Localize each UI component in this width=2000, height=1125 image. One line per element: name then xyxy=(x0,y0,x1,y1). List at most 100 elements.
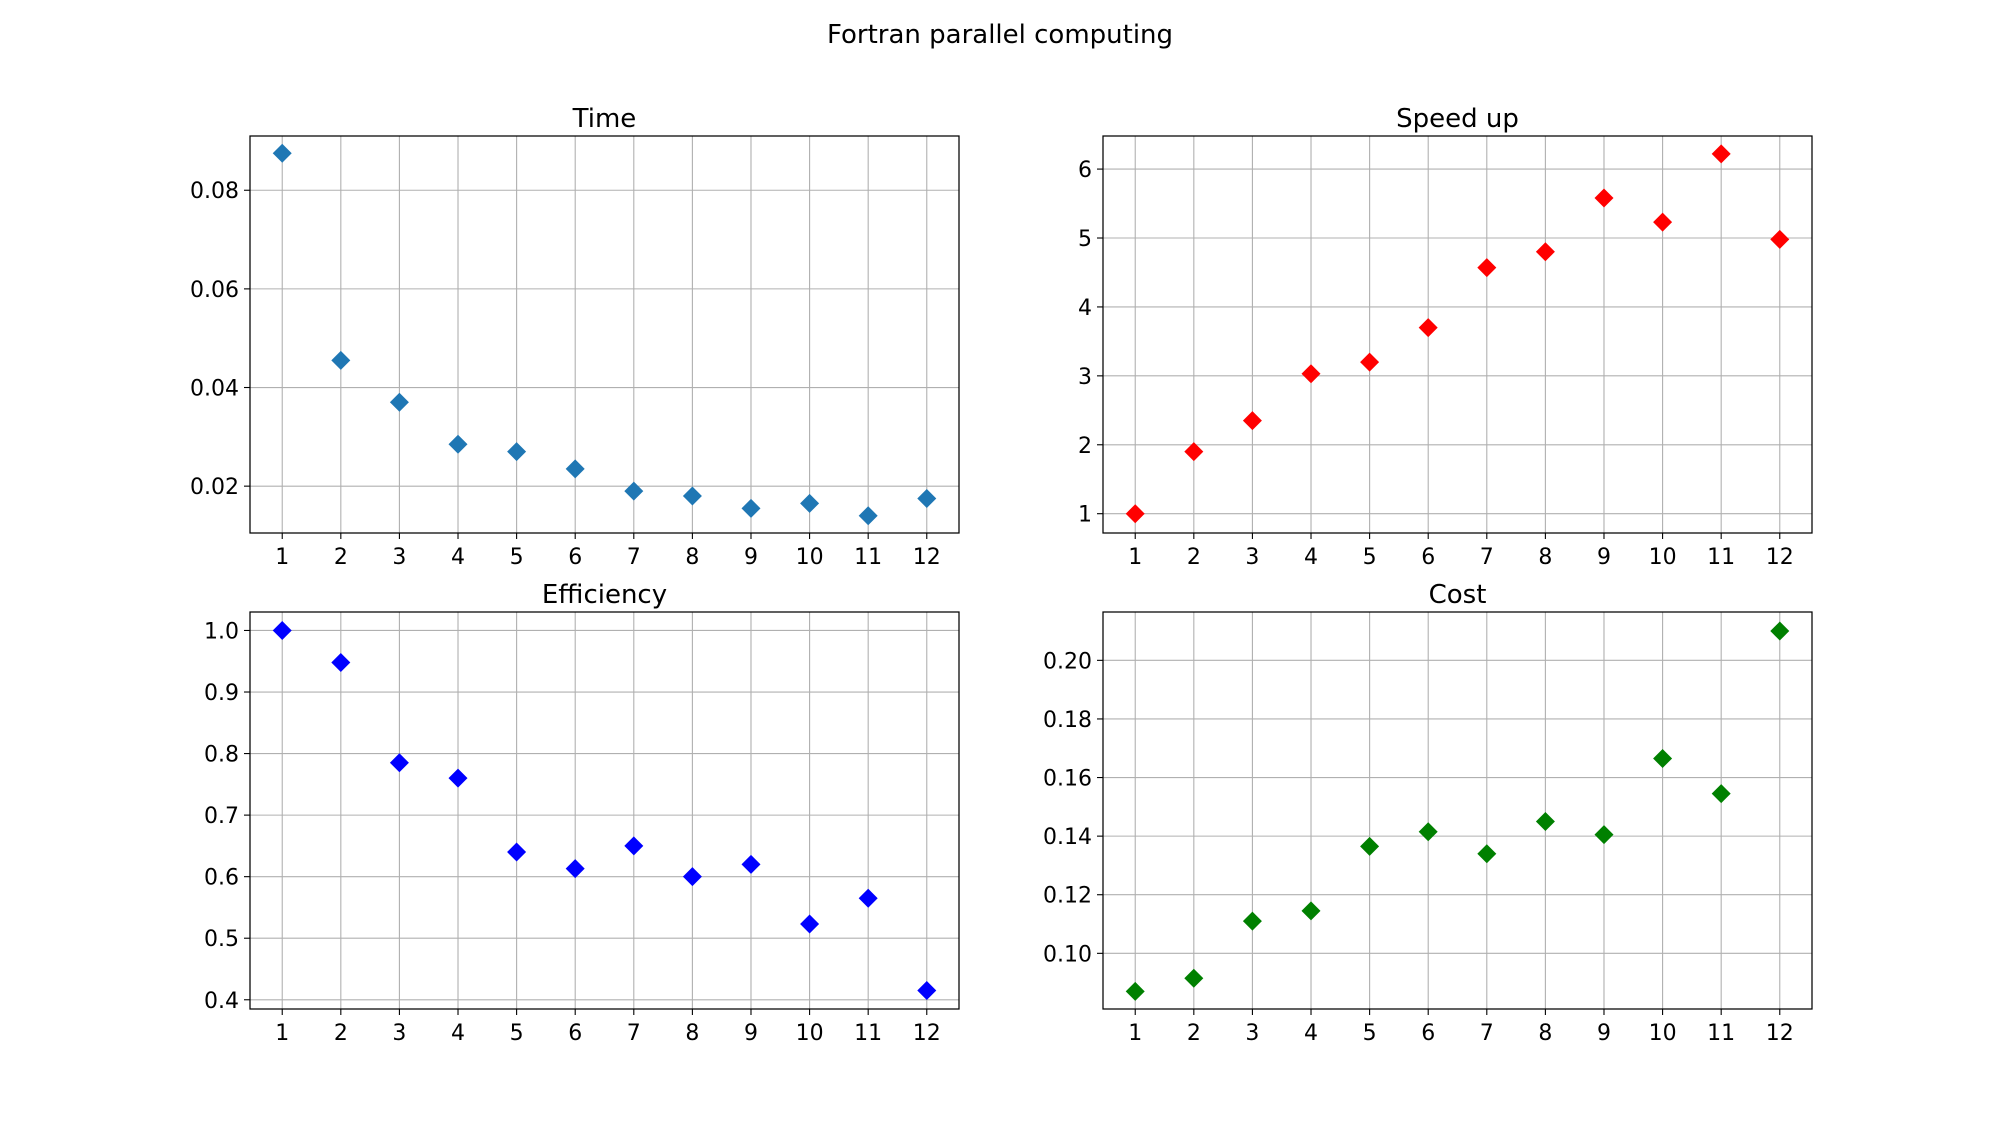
efficiency-data-point xyxy=(331,652,351,672)
cost-y-tick-label: 0.18 xyxy=(1043,708,1092,733)
speed-up-data-point xyxy=(1418,318,1438,338)
subplot-time: 1 2 3 4 5 6 7 8 9 10 11 12 0.020.040.060.08 Time xyxy=(190,104,960,570)
cost-x-ticks: 1 2 3 4 5 6 7 8 9 10 11 12 xyxy=(1128,1009,1794,1046)
cost-y-tick-label: 0.20 xyxy=(1043,649,1092,674)
efficiency-data-point xyxy=(272,620,292,640)
time-y-ticks: 0.02 0.04 0.06 0.08 xyxy=(190,179,250,500)
speed-up-y-tick-label: 3 xyxy=(1078,365,1092,390)
efficiency-x-tick-label: 7 xyxy=(627,1021,641,1046)
time-data-point xyxy=(448,434,468,454)
cost-x-tick-label: 7 xyxy=(1480,1021,1494,1046)
time-y-tick-label: 0.06 xyxy=(190,278,239,303)
cost-data-point xyxy=(1594,825,1614,845)
cost-x-tick-label: 6 xyxy=(1421,1021,1435,1046)
time-axes-frame xyxy=(249,135,960,534)
cost-x-tick-label: 5 xyxy=(1363,1021,1377,1046)
efficiency-y-ticks: 0.4 0.5 0.6 0.7 0.8 0.9 1.0 xyxy=(204,619,250,1014)
efficiency-markers xyxy=(272,620,937,1001)
efficiency-data-point xyxy=(682,867,702,887)
cost-y-tick-label: 0.12 xyxy=(1043,884,1092,909)
time-x-tick-label: 4 xyxy=(451,545,465,570)
cost-data-point xyxy=(1770,621,1790,641)
time-x-tick-label: 10 xyxy=(796,545,824,570)
time-x-tick-label: 3 xyxy=(392,545,406,570)
efficiency-x-tick-label: 11 xyxy=(854,1021,882,1046)
speed-up-data-point xyxy=(1711,144,1731,164)
cost-x-tick-label: 2 xyxy=(1187,1021,1201,1046)
time-x-tick-label: 11 xyxy=(854,545,882,570)
speed-up-y-tick-label: 6 xyxy=(1078,158,1092,183)
cost-data-point xyxy=(1301,901,1321,921)
efficiency-x-tick-label: 9 xyxy=(744,1021,758,1046)
time-x-tick-label: 12 xyxy=(913,545,941,570)
time-data-point xyxy=(272,143,292,163)
speed-up-data-point xyxy=(1477,258,1497,278)
speed-up-x-tick-label: 9 xyxy=(1597,545,1611,570)
cost-data-point xyxy=(1535,811,1555,831)
cost-y-tick-label: 0.16 xyxy=(1043,767,1092,792)
speed-up-x-tick-label: 3 xyxy=(1245,545,1259,570)
speed-up-x-tick-label: 11 xyxy=(1707,545,1735,570)
speed-up-x-tick-label: 1 xyxy=(1128,545,1142,570)
time-data-point xyxy=(624,481,644,501)
cost-data-point xyxy=(1360,836,1380,856)
time-markers xyxy=(272,143,937,526)
efficiency-grid xyxy=(250,612,959,1009)
speed-up-data-point xyxy=(1653,212,1673,232)
efficiency-x-ticks: 1 2 3 4 5 6 7 8 9 10 11 12 xyxy=(275,1009,941,1046)
cost-data-point xyxy=(1477,844,1497,864)
efficiency-y-tick-label: 0.5 xyxy=(204,927,239,952)
speed-up-grid xyxy=(1103,136,1812,533)
cost-y-tick-label: 0.14 xyxy=(1043,825,1092,850)
speed-up-data-point xyxy=(1301,364,1321,384)
cost-x-tick-label: 11 xyxy=(1707,1021,1735,1046)
cost-x-tick-label: 4 xyxy=(1304,1021,1318,1046)
cost-x-tick-label: 1 xyxy=(1128,1021,1142,1046)
time-x-ticks: 1 2 3 4 5 6 7 8 9 10 11 12 xyxy=(275,533,941,570)
time-data-point xyxy=(858,506,878,526)
efficiency-x-tick-label: 10 xyxy=(796,1021,824,1046)
efficiency-data-point xyxy=(507,842,527,862)
efficiency-data-point xyxy=(448,768,468,788)
cost-grid xyxy=(1103,612,1812,1009)
cost-x-tick-label: 8 xyxy=(1538,1021,1552,1046)
efficiency-x-tick-label: 5 xyxy=(510,1021,524,1046)
cost-x-tick-label: 9 xyxy=(1597,1021,1611,1046)
efficiency-data-point xyxy=(389,753,409,773)
speed-up-title: Speed up xyxy=(1396,104,1519,134)
efficiency-data-point xyxy=(858,888,878,908)
time-data-point xyxy=(741,498,761,518)
speed-up-x-ticks: 1 2 3 4 5 6 7 8 9 10 11 12 xyxy=(1128,533,1794,570)
cost-data-point xyxy=(1184,968,1204,988)
time-data-point xyxy=(800,493,820,513)
cost-markers xyxy=(1125,621,1790,1001)
speed-up-data-point xyxy=(1184,442,1204,462)
cost-x-tick-label: 12 xyxy=(1766,1021,1794,1046)
speed-up-axes-frame xyxy=(1102,135,1813,534)
subplot-efficiency: 1 2 3 4 5 6 7 8 9 10 11 12 0.40.50.60.70.80.91.0 Ef… xyxy=(204,580,960,1046)
time-y-tick-label: 0.04 xyxy=(190,377,239,402)
cost-y-ticks: 0.10 0.12 0.14 0.16 0.18 0.20 xyxy=(1043,649,1103,967)
speed-up-x-tick-label: 4 xyxy=(1304,545,1318,570)
speed-up-x-tick-label: 7 xyxy=(1480,545,1494,570)
speed-up-x-tick-label: 8 xyxy=(1538,545,1552,570)
efficiency-x-tick-label: 1 xyxy=(275,1021,289,1046)
speed-up-data-point xyxy=(1125,504,1145,524)
cost-data-point xyxy=(1711,784,1731,804)
time-x-tick-label: 1 xyxy=(275,545,289,570)
time-data-point xyxy=(565,459,585,479)
efficiency-data-point xyxy=(800,914,820,934)
efficiency-x-tick-label: 6 xyxy=(568,1021,582,1046)
time-data-point xyxy=(917,488,937,508)
cost-data-point xyxy=(1242,911,1262,931)
cost-data-point xyxy=(1418,822,1438,842)
speed-up-x-tick-label: 12 xyxy=(1766,545,1794,570)
efficiency-data-point xyxy=(917,981,937,1001)
efficiency-x-tick-label: 2 xyxy=(334,1021,348,1046)
cost-y-tick-label: 0.10 xyxy=(1043,942,1092,967)
speed-up-data-point xyxy=(1360,352,1380,372)
cost-axes-frame xyxy=(1102,611,1813,1010)
time-x-tick-label: 6 xyxy=(568,545,582,570)
efficiency-y-tick-label: 1.0 xyxy=(204,619,239,644)
